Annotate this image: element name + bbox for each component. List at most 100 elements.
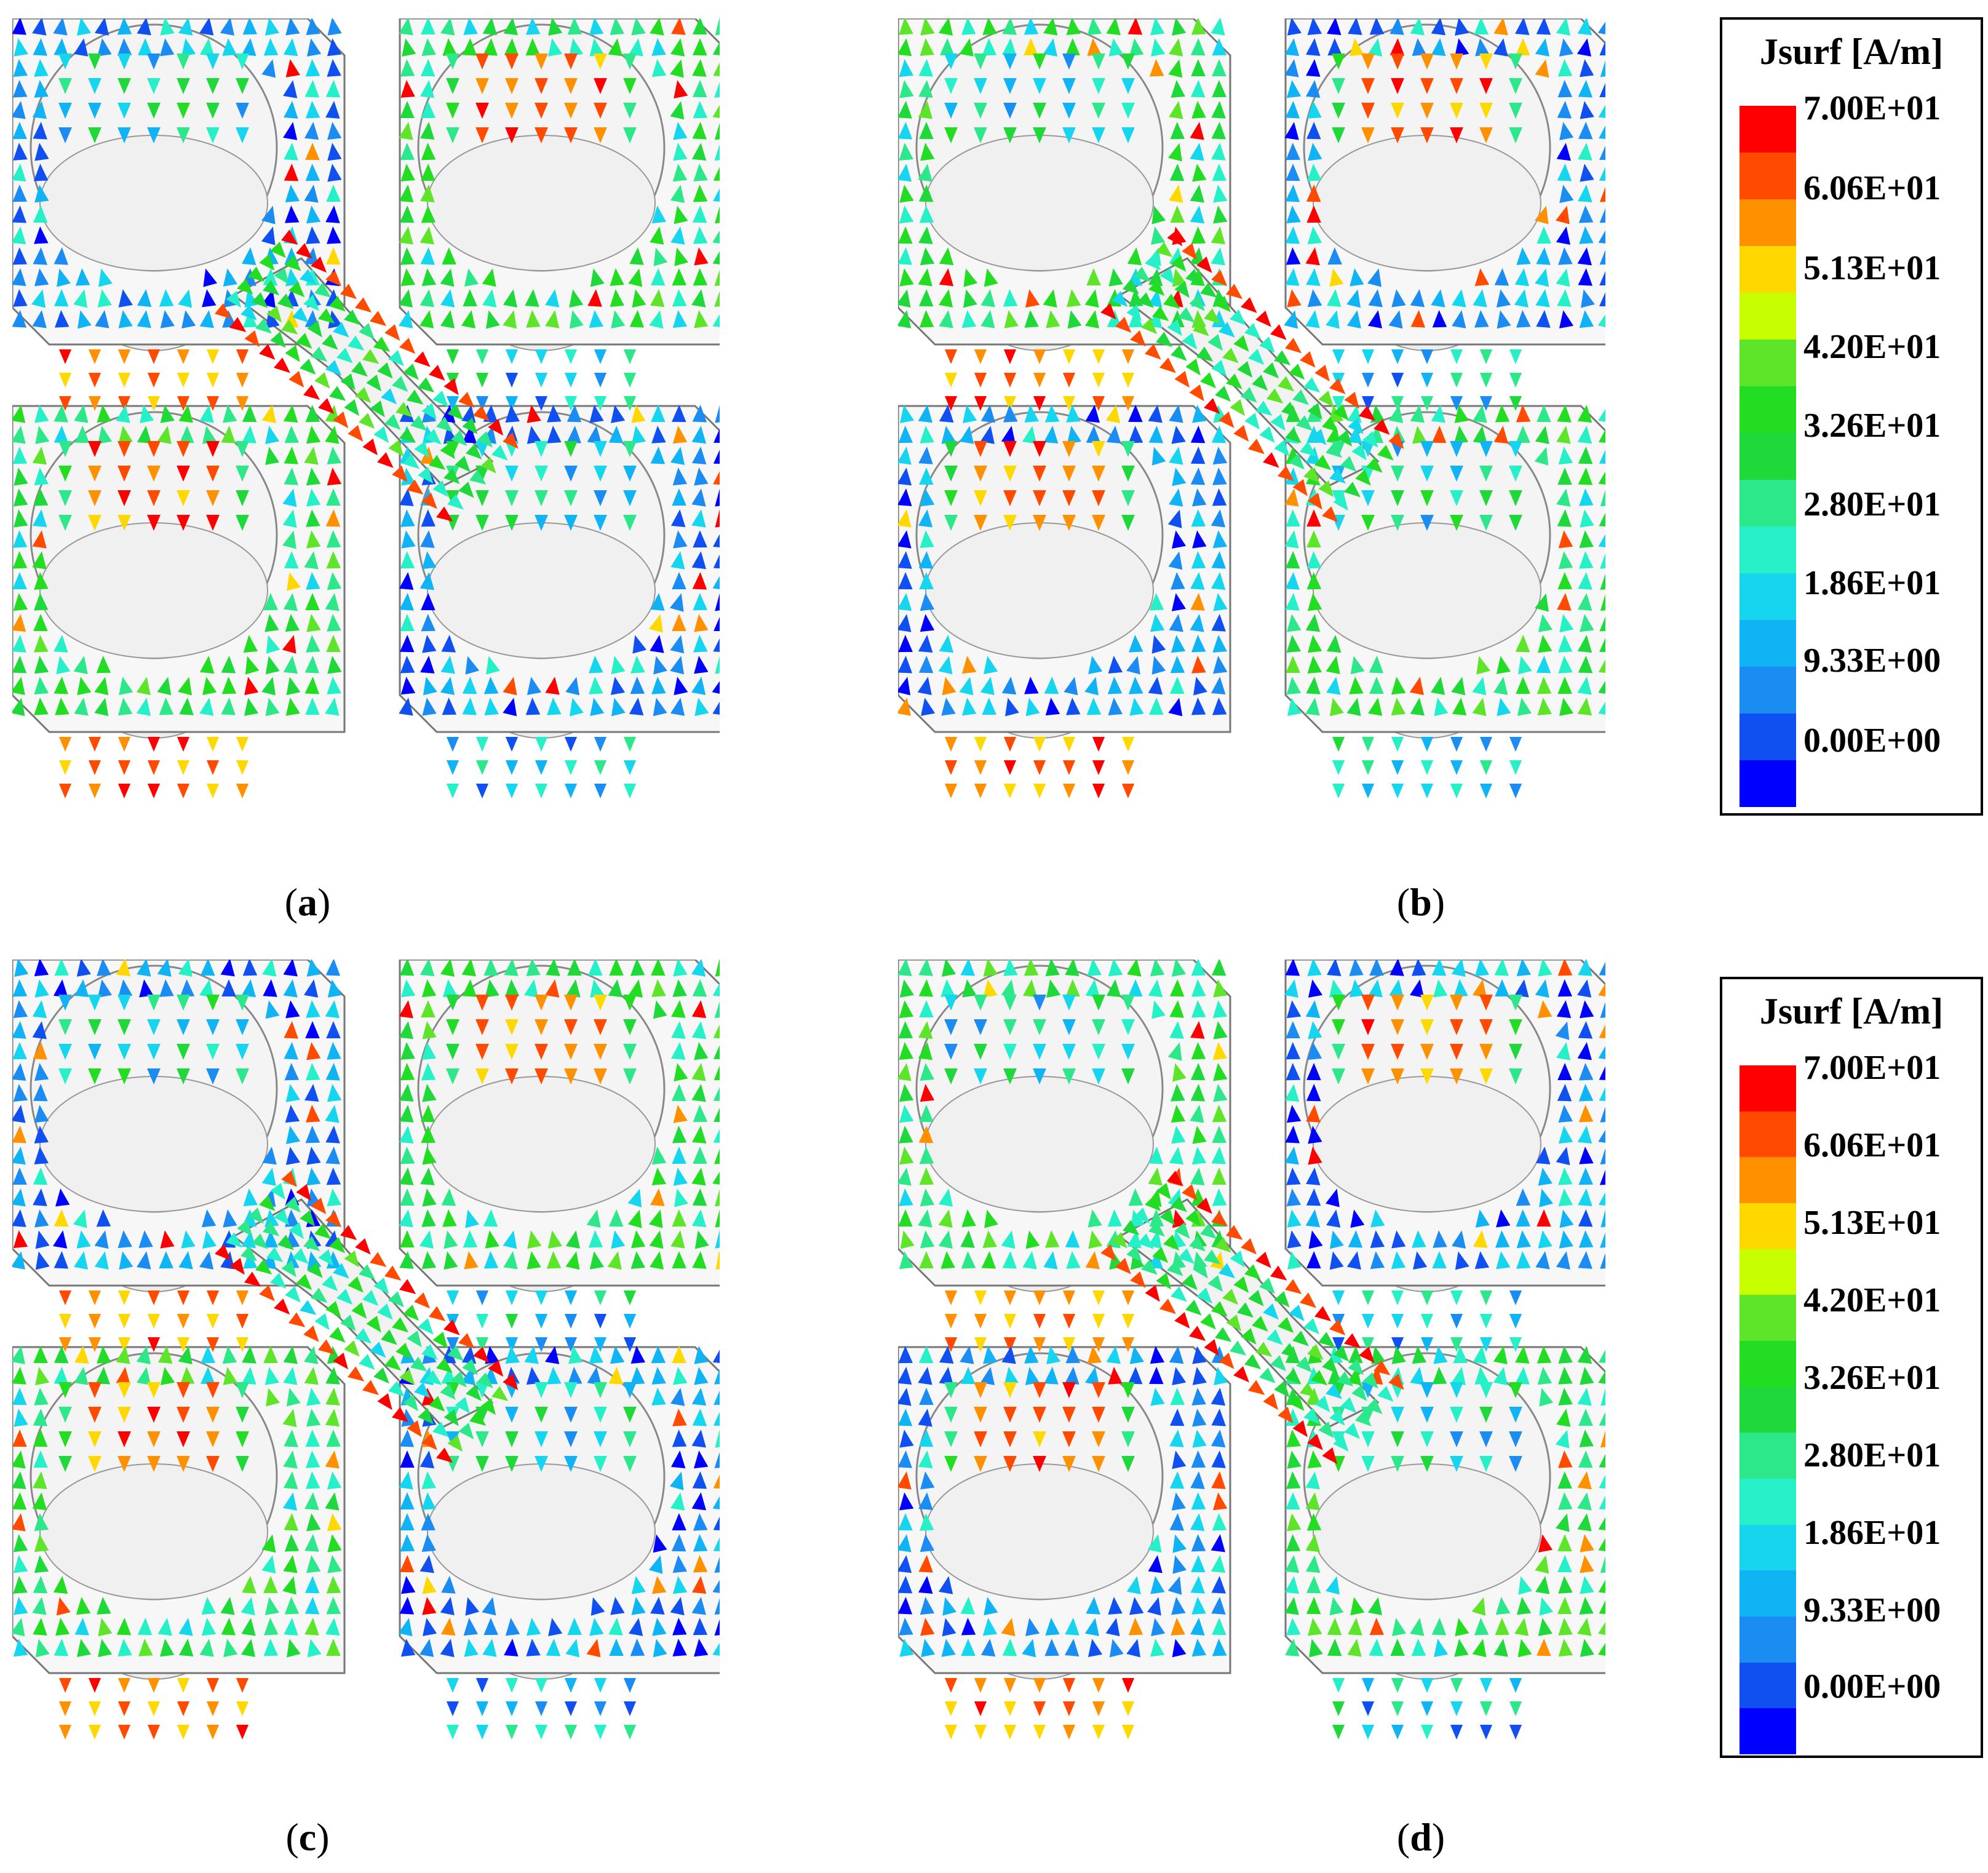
- current-arrow: [1391, 103, 1404, 119]
- current-arrow: [623, 127, 637, 143]
- current-arrow: [1191, 1597, 1206, 1615]
- current-arrow: [671, 18, 686, 35]
- current-arrow: [1255, 1342, 1273, 1357]
- current-arrow: [147, 127, 161, 143]
- current-arrow: [980, 310, 995, 328]
- current-arrow: [1558, 1388, 1573, 1406]
- current-arrow: [1212, 59, 1227, 77]
- current-arrow: [1327, 38, 1342, 56]
- current-arrow: [674, 677, 688, 696]
- current-arrow: [564, 1290, 578, 1305]
- current-arrow: [1003, 349, 1017, 364]
- current-arrow: [940, 979, 955, 997]
- current-arrow: [263, 1221, 280, 1236]
- current-arrow: [623, 760, 637, 775]
- current-arrow: [181, 1230, 196, 1249]
- current-arrow: [527, 426, 541, 444]
- current-arrow: [1509, 490, 1522, 506]
- current-arrow: [715, 1251, 720, 1270]
- current-arrow: [1062, 103, 1076, 119]
- current-arrow: [1538, 1618, 1553, 1636]
- current-arrow: [1171, 1286, 1187, 1302]
- current-arrow: [1495, 1597, 1511, 1615]
- current-arrow: [206, 1725, 220, 1740]
- current-arrow: [898, 1167, 912, 1186]
- current-arrow: [1170, 656, 1185, 674]
- current-arrow: [177, 995, 190, 1011]
- current-arrow: [1557, 509, 1572, 527]
- current-arrow: [359, 1264, 375, 1280]
- current-arrow: [712, 1350, 720, 1363]
- current-arrow: [248, 1207, 264, 1224]
- current-arrow: [691, 677, 706, 695]
- current-arrow: [58, 760, 72, 775]
- current-arrow: [177, 1407, 190, 1423]
- current-arrow: [1579, 1430, 1594, 1447]
- current-arrow: [1086, 268, 1101, 286]
- current-arrow: [567, 405, 582, 423]
- current-arrow: [1322, 1358, 1338, 1374]
- current-arrow: [462, 426, 477, 443]
- current-arrow: [1600, 1148, 1605, 1164]
- current-arrow: [1391, 760, 1404, 775]
- current-arrow: [1192, 1409, 1207, 1427]
- current-arrow: [918, 635, 933, 653]
- current-arrow: [1004, 310, 1019, 328]
- current-arrow: [377, 1303, 393, 1320]
- current-arrow: [402, 38, 416, 57]
- current-arrow: [305, 698, 320, 715]
- current-arrow: [1389, 979, 1404, 998]
- current-arrow: [527, 405, 541, 423]
- current-arrow: [974, 349, 987, 364]
- current-arrow: [285, 614, 300, 632]
- current-arrow: [1329, 468, 1346, 484]
- current-arrow: [1308, 1618, 1322, 1636]
- current-arrow: [594, 760, 607, 775]
- current-arrow: [1171, 635, 1186, 653]
- current-arrow: [980, 405, 996, 423]
- current-arrow: [12, 1513, 26, 1532]
- current-arrow: [1388, 432, 1404, 449]
- current-arrow: [348, 1366, 365, 1382]
- current-arrow: [1092, 1044, 1105, 1060]
- current-arrow: [1473, 289, 1487, 308]
- current-arrow: [221, 698, 236, 715]
- current-arrow: [242, 310, 258, 328]
- current-arrow: [715, 509, 720, 528]
- current-arrow: [1156, 332, 1173, 348]
- current-arrow: [58, 1456, 72, 1472]
- current-arrow: [117, 1337, 131, 1352]
- current-arrow: [440, 442, 455, 459]
- current-arrow: [264, 1618, 279, 1636]
- current-arrow: [1577, 593, 1592, 611]
- current-arrow: [284, 1534, 300, 1552]
- current-arrow: [1171, 593, 1187, 611]
- current-arrow: [475, 490, 489, 506]
- current-arrow: [1599, 1474, 1605, 1489]
- current-arrow: [672, 1639, 687, 1656]
- current-arrow: [651, 1167, 666, 1186]
- current-arrow: [610, 1597, 625, 1615]
- current-arrow: [564, 349, 578, 364]
- colorbar: [1740, 106, 1796, 807]
- current-arrow: [55, 310, 70, 328]
- current-arrow: [201, 960, 215, 976]
- current-arrow: [1599, 429, 1605, 443]
- current-arrow: [1286, 164, 1300, 181]
- current-arrow: [1033, 995, 1046, 1011]
- current-arrow: [181, 38, 196, 57]
- current-arrow: [1391, 289, 1406, 308]
- current-arrow: [12, 247, 28, 265]
- current-arrow: [1128, 426, 1143, 443]
- current-arrow: [918, 1450, 933, 1469]
- current-arrow: [714, 1390, 720, 1405]
- current-arrow: [1305, 447, 1321, 465]
- current-arrow: [1213, 205, 1228, 224]
- current-arrow: [1333, 494, 1348, 511]
- current-arrow: [942, 1618, 956, 1637]
- current-arrow: [1305, 614, 1321, 632]
- current-arrow: [1578, 1021, 1593, 1039]
- current-arrow: [1556, 1000, 1572, 1019]
- current-arrow: [1306, 59, 1321, 77]
- current-arrow: [594, 54, 607, 70]
